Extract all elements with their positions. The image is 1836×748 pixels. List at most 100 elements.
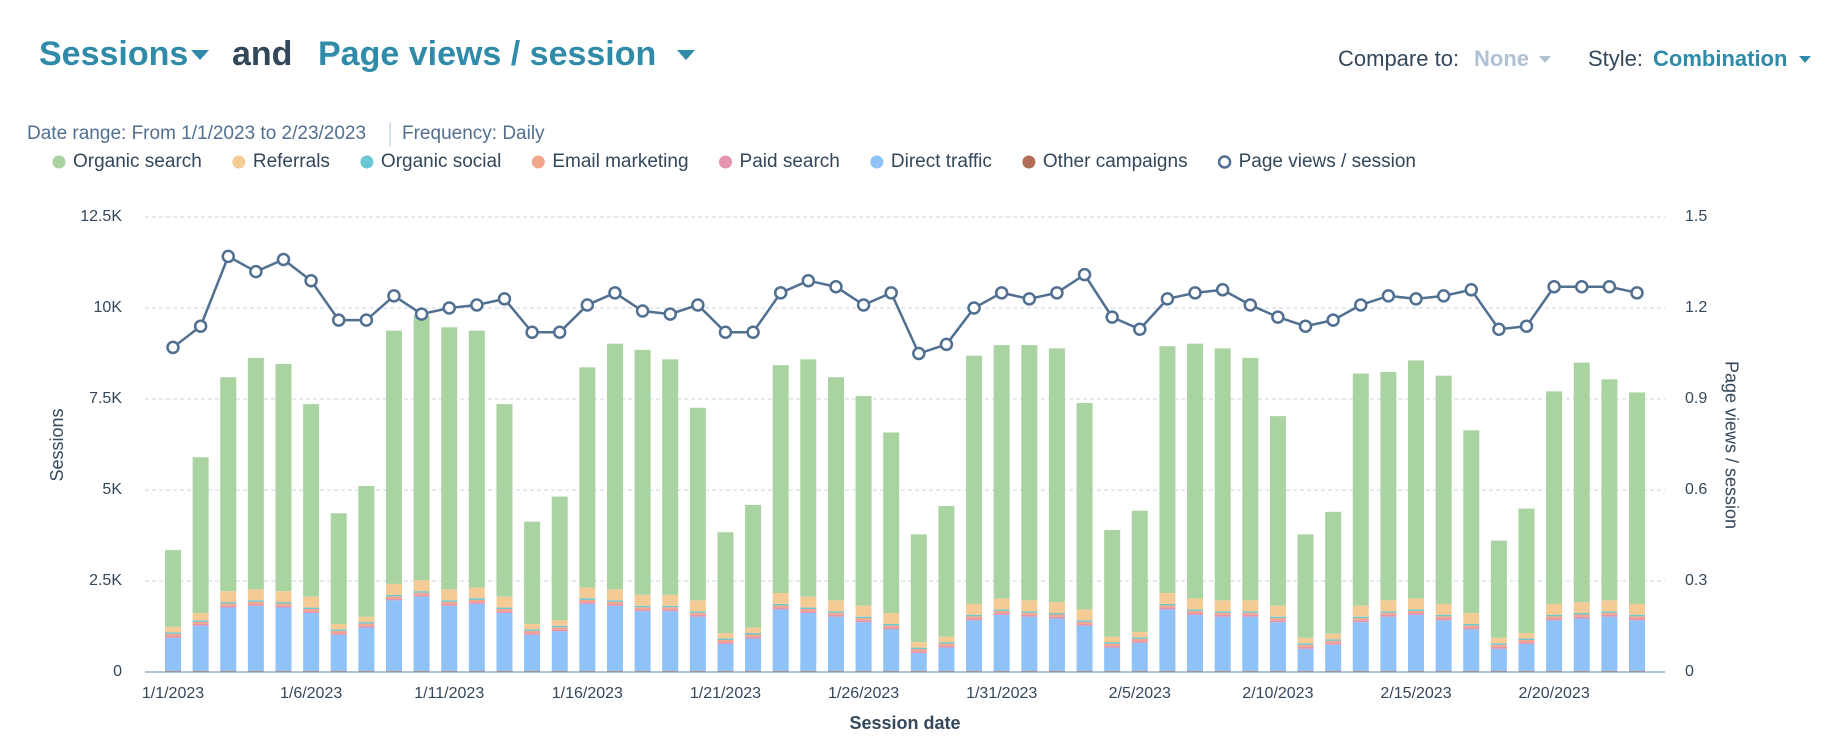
bar-segment bbox=[1352, 622, 1369, 672]
bar-segment bbox=[1380, 616, 1397, 672]
bar-segment bbox=[1435, 616, 1452, 619]
bar-segment bbox=[689, 671, 706, 672]
dropdown-caret[interactable] bbox=[191, 50, 209, 60]
date-range[interactable]: Date range: From 1/1/2023 to 2/23/2023 bbox=[27, 123, 366, 144]
bar-segment bbox=[303, 611, 320, 614]
bar-segment bbox=[966, 355, 983, 604]
bar-segment bbox=[165, 550, 181, 627]
line-point bbox=[1215, 283, 1230, 297]
legend-label[interactable]: Paid search bbox=[740, 151, 840, 172]
bar-segment bbox=[883, 671, 900, 672]
bar-segment bbox=[1242, 611, 1259, 613]
y2-tick-label: 1.2 bbox=[1685, 299, 1707, 316]
bar-segment bbox=[689, 407, 706, 601]
bar-segment bbox=[662, 607, 679, 610]
bar-segment bbox=[1629, 671, 1645, 672]
legend-label[interactable]: Organic search bbox=[73, 151, 202, 172]
bar-segment bbox=[1601, 614, 1618, 617]
bar-segment bbox=[800, 613, 817, 672]
bar-segment bbox=[165, 633, 181, 636]
line-point bbox=[359, 313, 374, 327]
metric-selector[interactable]: Page views / session bbox=[318, 35, 656, 73]
bar-segment bbox=[1352, 605, 1369, 617]
bar-segment bbox=[1159, 607, 1176, 610]
bar-segment bbox=[192, 613, 209, 621]
bar-segment bbox=[524, 521, 541, 624]
bar-segment bbox=[1048, 671, 1065, 672]
y2-tick-label: 0.3 bbox=[1685, 572, 1707, 589]
legend-marker bbox=[1217, 155, 1232, 169]
bar-segment bbox=[1325, 642, 1342, 645]
bar-segment bbox=[385, 596, 402, 599]
bar-segment bbox=[1187, 343, 1204, 599]
bar-segment bbox=[1490, 671, 1507, 672]
bar-segment bbox=[1352, 373, 1369, 606]
line-point bbox=[829, 280, 843, 294]
bar-segment bbox=[634, 671, 651, 672]
bar-segment bbox=[192, 457, 209, 614]
bar-segment bbox=[1408, 610, 1425, 614]
x-tick-label: 1/11/2023 bbox=[414, 685, 484, 702]
bar-segment bbox=[247, 600, 264, 602]
legend-label[interactable]: Other campaigns bbox=[1043, 151, 1188, 172]
line-point bbox=[1381, 289, 1396, 303]
bar-segment bbox=[1408, 609, 1425, 611]
bar-segment bbox=[1573, 362, 1590, 603]
bar-segment bbox=[1435, 375, 1452, 604]
bar-segment bbox=[634, 605, 651, 608]
legend-label[interactable]: Email marketing bbox=[552, 151, 688, 172]
bar-segment bbox=[938, 636, 955, 643]
legend-label[interactable]: Direct traffic bbox=[891, 151, 992, 172]
line-point bbox=[1464, 283, 1479, 297]
bar-segment bbox=[966, 603, 983, 615]
bar-segment bbox=[1546, 391, 1563, 604]
bar-segment bbox=[1518, 643, 1535, 672]
legend-marker bbox=[531, 155, 545, 169]
line-point bbox=[1050, 286, 1064, 300]
bar-segment bbox=[1490, 637, 1507, 644]
bar-segment bbox=[1490, 646, 1507, 649]
line-point bbox=[1077, 267, 1092, 282]
bar-segment bbox=[413, 596, 430, 672]
x-tick-label: 2/15/2023 bbox=[1380, 685, 1451, 702]
bar-segment bbox=[717, 671, 734, 672]
dropdown-caret[interactable] bbox=[677, 50, 695, 60]
bar-segment bbox=[1629, 614, 1645, 617]
line-point bbox=[552, 325, 567, 340]
metric-selector[interactable]: Sessions bbox=[39, 35, 188, 73]
bar-segment bbox=[496, 596, 513, 608]
legend-label[interactable]: Page views / session bbox=[1239, 151, 1416, 172]
bar-segment bbox=[330, 630, 347, 634]
frequency[interactable]: Frequency: Daily bbox=[402, 123, 545, 144]
bar-segment bbox=[1297, 644, 1314, 647]
bar-segment bbox=[385, 671, 402, 672]
bar-segment bbox=[358, 623, 375, 626]
bar-segment bbox=[1214, 612, 1231, 615]
bar-segment bbox=[1435, 614, 1452, 617]
dropdown-caret[interactable] bbox=[1539, 56, 1551, 63]
x-tick-label: 1/1/2023 bbox=[142, 685, 204, 702]
legend-label[interactable]: Referrals bbox=[253, 151, 330, 172]
bar-segment bbox=[662, 605, 679, 608]
bar-segment bbox=[1297, 534, 1314, 638]
bar-segment bbox=[1021, 616, 1038, 672]
bar-segment bbox=[468, 599, 485, 603]
bar-segment bbox=[468, 671, 485, 672]
style-dropdown[interactable]: Combination bbox=[1653, 46, 1787, 71]
bar-segment bbox=[1325, 671, 1342, 672]
legend-label[interactable]: Organic social bbox=[381, 151, 501, 172]
bar-segment bbox=[634, 609, 651, 612]
line-point bbox=[1105, 310, 1119, 324]
compare-dropdown[interactable]: None bbox=[1474, 46, 1529, 71]
bar-segment bbox=[855, 396, 872, 606]
bar-segment bbox=[220, 607, 237, 672]
bar-segment bbox=[1546, 618, 1563, 621]
bar-segment bbox=[1076, 609, 1093, 621]
bar-segment bbox=[772, 605, 789, 608]
bar-segment bbox=[1297, 648, 1314, 672]
dropdown-caret[interactable] bbox=[1799, 56, 1811, 63]
bar-segment bbox=[303, 613, 320, 672]
bar-segment bbox=[1380, 372, 1397, 601]
bar-segment bbox=[1021, 611, 1038, 613]
bar-segment bbox=[910, 651, 927, 654]
